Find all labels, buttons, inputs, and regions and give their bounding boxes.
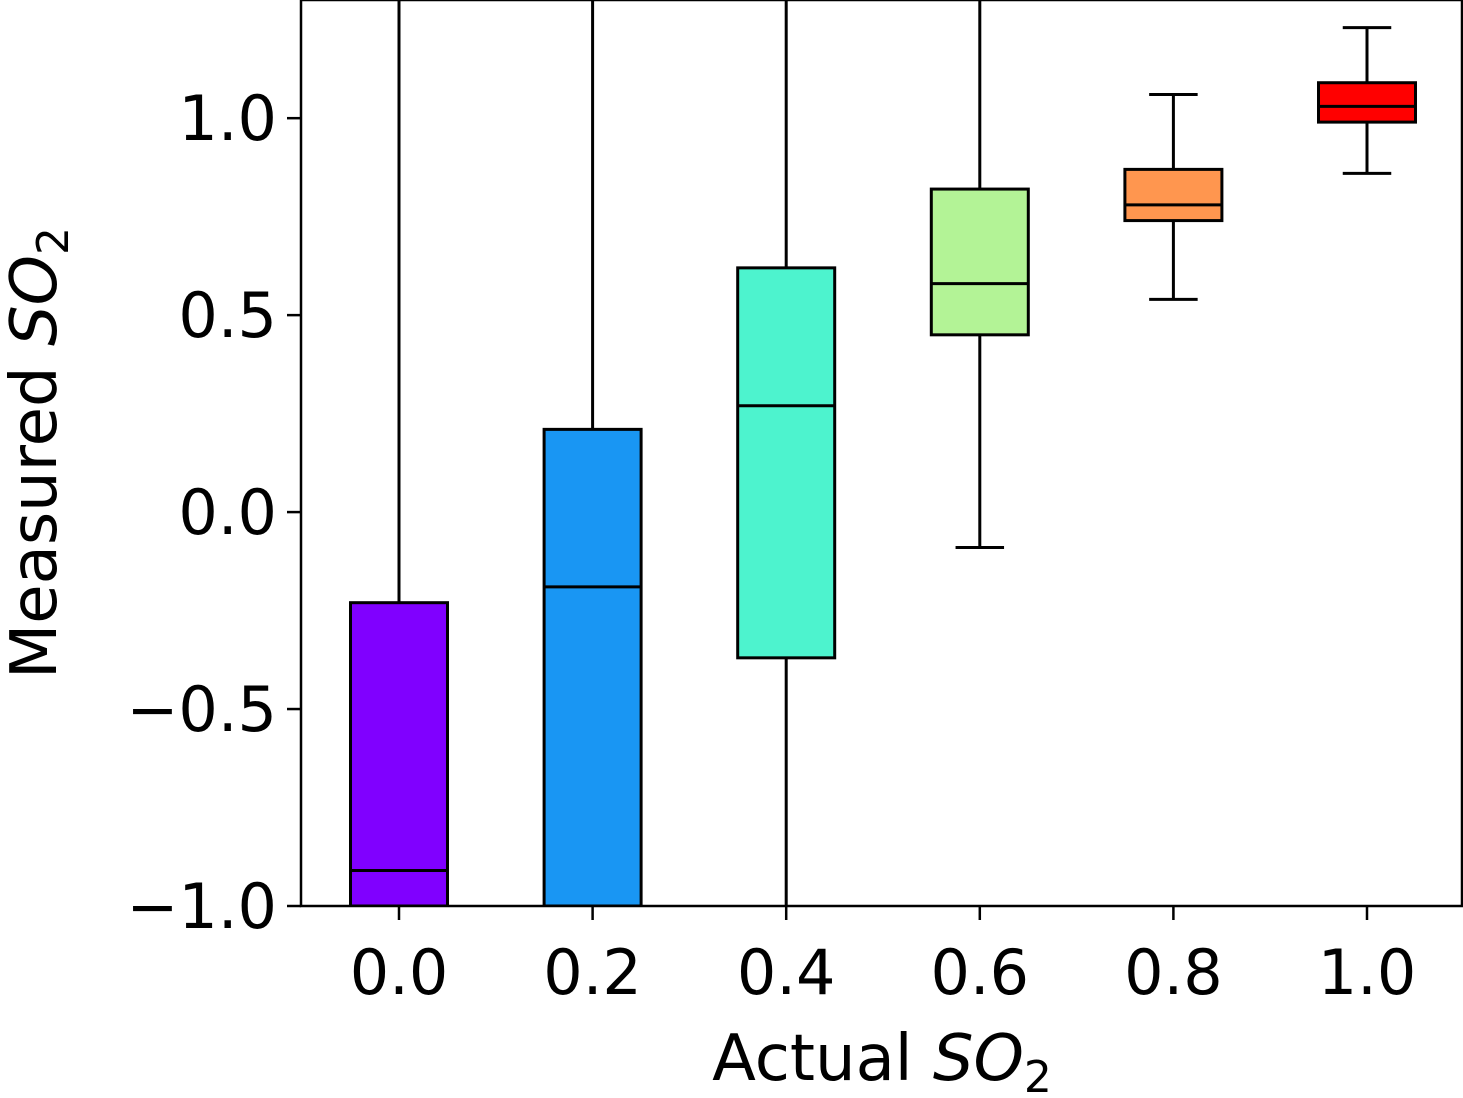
y-tick-label: 0.0: [178, 476, 277, 549]
x-tick-label: 0.4: [737, 936, 836, 1009]
plot-frame: [299, 0, 1463, 908]
box-body: [349, 601, 449, 906]
y-tick-label: −1.0: [126, 870, 277, 943]
y-axis-title: Measured SO2: [0, 227, 79, 679]
box-body: [929, 187, 1030, 337]
x-tick-label: 0.8: [1124, 936, 1223, 1009]
box-0.6: [929, 0, 1030, 550]
box-body: [736, 266, 837, 660]
x-axis-title: Actual SO2: [712, 1022, 1052, 1098]
x-tick-label: 1.0: [1318, 936, 1417, 1009]
box-0.0: [349, 0, 449, 906]
box-body: [542, 427, 643, 906]
y-tick-label: −0.5: [126, 673, 277, 746]
boxes-group: [349, 0, 1417, 906]
x-tick-label: 0.2: [543, 936, 642, 1009]
y-tick-label: 0.5: [178, 279, 277, 352]
box-0.2: [542, 0, 643, 906]
box-1.0: [1317, 26, 1417, 175]
x-tick-label: 0.0: [350, 936, 449, 1009]
x-tick-label: 0.6: [930, 936, 1029, 1009]
y-axis: −1.0 −0.5 0.0 0.5 1.0: [126, 82, 301, 943]
box-0.8: [1123, 93, 1224, 301]
x-axis: 0.0 0.2 0.4 0.6 0.8 1.0: [350, 906, 1417, 1009]
y-tick-label: 1.0: [178, 82, 277, 155]
box-0.4: [736, 0, 837, 906]
box-body: [1317, 81, 1417, 124]
box-body: [1123, 167, 1224, 223]
